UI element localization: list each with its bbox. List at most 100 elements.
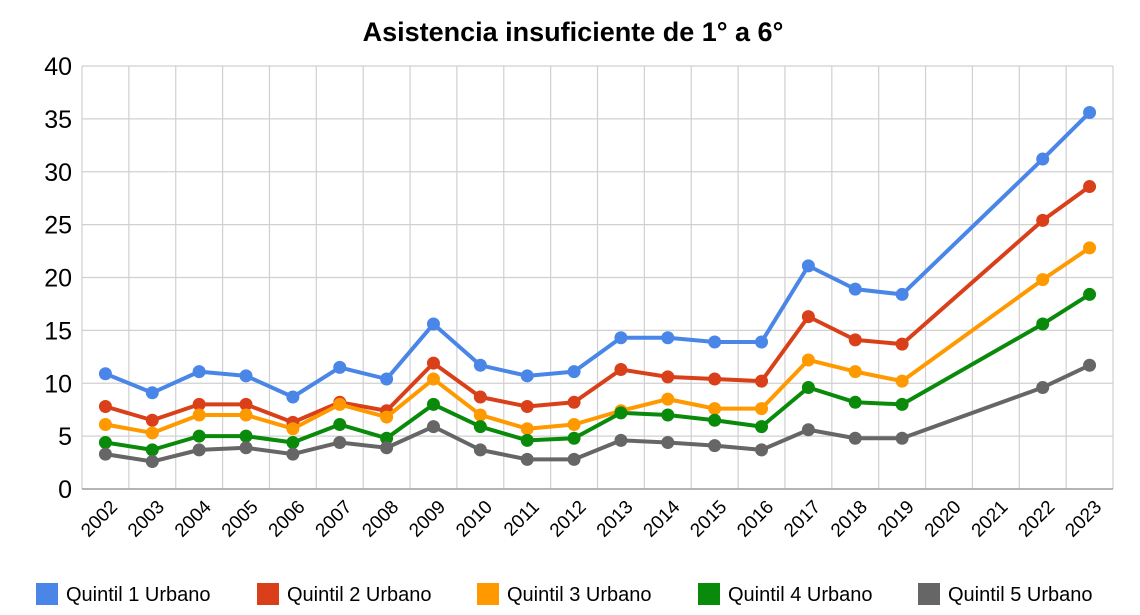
data-point — [1083, 180, 1097, 194]
data-point — [801, 353, 815, 367]
data-point — [755, 374, 769, 388]
x-tick-label: 2013 — [593, 497, 638, 542]
data-point — [1036, 380, 1050, 394]
x-tick-label: 2016 — [733, 497, 778, 542]
y-tick-label: 15 — [44, 317, 72, 345]
data-point — [473, 390, 487, 404]
data-point — [426, 317, 440, 331]
data-point — [708, 372, 722, 386]
data-point — [192, 397, 206, 411]
data-point — [895, 287, 909, 301]
data-point — [520, 400, 534, 414]
data-point — [473, 443, 487, 457]
data-point — [755, 420, 769, 434]
data-point — [239, 369, 253, 383]
data-point — [520, 422, 534, 436]
x-tick-label: 2017 — [780, 497, 825, 542]
data-point — [333, 360, 347, 374]
data-point — [286, 390, 300, 404]
data-point — [286, 447, 300, 461]
data-point — [895, 374, 909, 388]
data-point — [286, 435, 300, 449]
legend-label: Quintil 2 Urbano — [287, 584, 432, 606]
data-point — [1036, 152, 1050, 166]
chart-title: Asistencia insuficiente de 1° a 6° — [363, 17, 784, 47]
series-line — [103, 110, 1092, 399]
data-point — [567, 452, 581, 466]
x-tick-label: 2010 — [452, 497, 497, 542]
data-point — [661, 435, 675, 449]
y-tick-label: 10 — [44, 370, 72, 398]
legend-item: Quintil 1 Urbano — [36, 583, 211, 606]
data-point — [192, 365, 206, 379]
data-point — [895, 337, 909, 351]
series-line — [103, 245, 1092, 435]
data-point — [520, 452, 534, 466]
series-group — [98, 106, 1097, 469]
data-point — [333, 435, 347, 449]
series-line — [103, 363, 1092, 464]
legend-label: Quintil 4 Urbano — [728, 584, 873, 606]
data-point — [239, 441, 253, 455]
data-point — [426, 420, 440, 434]
x-tick-label: 2012 — [546, 497, 591, 542]
legend: Quintil 1 Urbano Quintil 2 Urbano Quintil … — [36, 583, 1093, 606]
data-point — [755, 402, 769, 416]
data-point — [848, 365, 862, 379]
legend-label: Quintil 3 Urbano — [507, 584, 652, 606]
series-3 — [98, 241, 1097, 440]
legend-label: Quintil 1 Urbano — [66, 584, 211, 606]
x-tick-label: 2002 — [77, 497, 122, 542]
data-point — [192, 429, 206, 443]
x-tick-label: 2009 — [405, 497, 450, 542]
x-tick-label: 2011 — [500, 497, 544, 541]
data-point — [239, 408, 253, 422]
x-tick-label: 2003 — [124, 497, 169, 542]
data-point — [614, 433, 628, 447]
data-point — [614, 406, 628, 420]
x-tick-label: 2022 — [1015, 497, 1060, 542]
data-point — [1036, 213, 1050, 227]
series-5 — [98, 358, 1097, 469]
data-point — [661, 331, 675, 345]
data-point — [661, 408, 675, 422]
series-line — [103, 292, 1092, 452]
data-point — [145, 386, 159, 400]
x-tick-label: 2014 — [640, 496, 685, 541]
x-tick-label: 2004 — [171, 496, 216, 541]
series-4 — [98, 287, 1097, 457]
data-point — [614, 331, 628, 345]
legend-item: Quintil 4 Urbano — [698, 583, 873, 606]
data-point — [145, 426, 159, 440]
data-point — [1083, 358, 1097, 372]
data-point — [98, 367, 112, 381]
legend-label: Quintil 5 Urbano — [948, 584, 1093, 606]
data-point — [1083, 287, 1097, 301]
y-tick-label: 20 — [44, 265, 72, 293]
legend-swatch — [477, 583, 499, 605]
y-tick-label: 30 — [44, 159, 72, 187]
data-point — [801, 423, 815, 437]
y-tick-label: 40 — [44, 53, 72, 81]
data-point — [286, 422, 300, 436]
data-point — [848, 333, 862, 347]
data-point — [708, 402, 722, 416]
data-point — [426, 397, 440, 411]
data-point — [848, 282, 862, 296]
data-point — [145, 443, 159, 457]
data-point — [333, 417, 347, 431]
data-point — [380, 441, 394, 455]
legend-swatch — [698, 583, 720, 605]
data-point — [801, 380, 815, 394]
data-point — [473, 420, 487, 434]
data-point — [1083, 106, 1097, 120]
x-tick-label: 2015 — [686, 497, 731, 542]
data-point — [567, 365, 581, 379]
data-point — [1036, 273, 1050, 287]
data-point — [755, 335, 769, 349]
legend-item: Quintil 5 Urbano — [918, 583, 1093, 606]
x-tick-label: 2019 — [874, 497, 919, 542]
series-line — [103, 184, 1092, 425]
data-point — [895, 397, 909, 411]
